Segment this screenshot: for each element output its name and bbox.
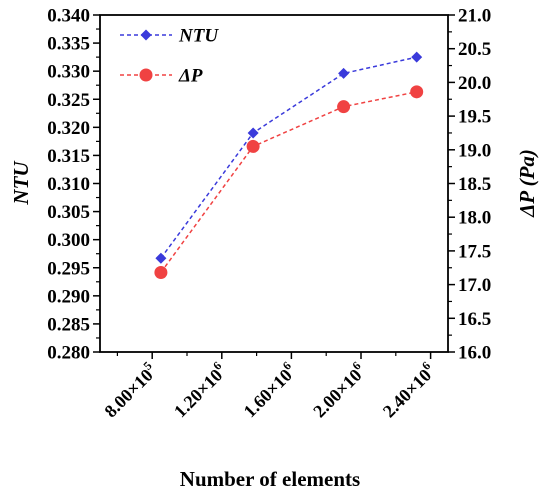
y-right-tick-label: 19.0	[458, 140, 491, 161]
legend-marker	[139, 68, 153, 82]
y-left-tick-label: 0.285	[47, 314, 90, 335]
legend-marker	[140, 29, 152, 41]
data-point	[410, 85, 424, 99]
y-left-tick-label: 0.295	[47, 258, 90, 279]
y-left-tick-label: 0.340	[47, 6, 90, 27]
data-point	[338, 67, 350, 79]
y-right-tick-label: 16.5	[458, 309, 491, 330]
y-left-tick-label: 0.290	[47, 286, 90, 307]
y-left-tick-label: 0.300	[47, 230, 90, 251]
x-tick-label: 1.60×106	[237, 359, 300, 422]
x-tick-label: 2.00×106	[307, 359, 370, 422]
y-right-tick-label: 21.0	[458, 6, 491, 27]
y-right-tick-label: 16.0	[458, 343, 491, 364]
data-point	[154, 265, 168, 279]
y-left-tick-label: 0.325	[47, 90, 90, 111]
series-line	[160, 56, 417, 259]
axes: 0.280 0.285 0.290 0.295 0.300 0.305 0.310 0.315…	[47, 6, 491, 422]
x-axis-title: Number of elements	[180, 467, 360, 491]
data-point	[411, 51, 423, 63]
y-right-tick-label: 17.5	[458, 241, 491, 262]
data-point	[155, 252, 167, 264]
y-left-tick-label: 0.315	[47, 146, 90, 167]
y-axis-left-title: NTU	[9, 160, 33, 206]
x-tick-label: 1.20×106	[168, 359, 231, 422]
plot-frame	[99, 14, 449, 353]
y-right-tick-label: 20.0	[458, 73, 491, 94]
data-point	[246, 139, 260, 153]
x-tick-label: 8.00×105	[98, 359, 161, 422]
x-tick-label: 2.40×106	[377, 359, 440, 422]
y-axis-right-title: ΔP (Pa)	[515, 149, 539, 218]
y-left-tick-label: 0.335	[47, 34, 90, 55]
y-left-tick-label: 0.305	[47, 202, 90, 223]
legend: NTU ΔP	[120, 26, 219, 87]
legend-label: ΔP	[178, 66, 203, 87]
series-line	[160, 91, 417, 273]
y-left-tick-label: 0.320	[47, 118, 90, 139]
y-right-tick-label: 18.5	[458, 174, 491, 195]
series-layer	[154, 51, 424, 279]
y-right-tick-label: 18.0	[458, 208, 491, 229]
data-point	[247, 127, 259, 139]
y-right-tick-label: 20.5	[458, 39, 491, 60]
y-left-tick-label: 0.310	[47, 174, 90, 195]
data-point	[337, 100, 351, 114]
y-left-tick-label: 0.330	[47, 62, 90, 83]
y-right-tick-label: 19.5	[458, 107, 491, 128]
y-right-tick-label: 17.0	[458, 275, 491, 296]
legend-label: NTU	[178, 26, 219, 47]
y-left-tick-label: 0.280	[47, 343, 90, 364]
